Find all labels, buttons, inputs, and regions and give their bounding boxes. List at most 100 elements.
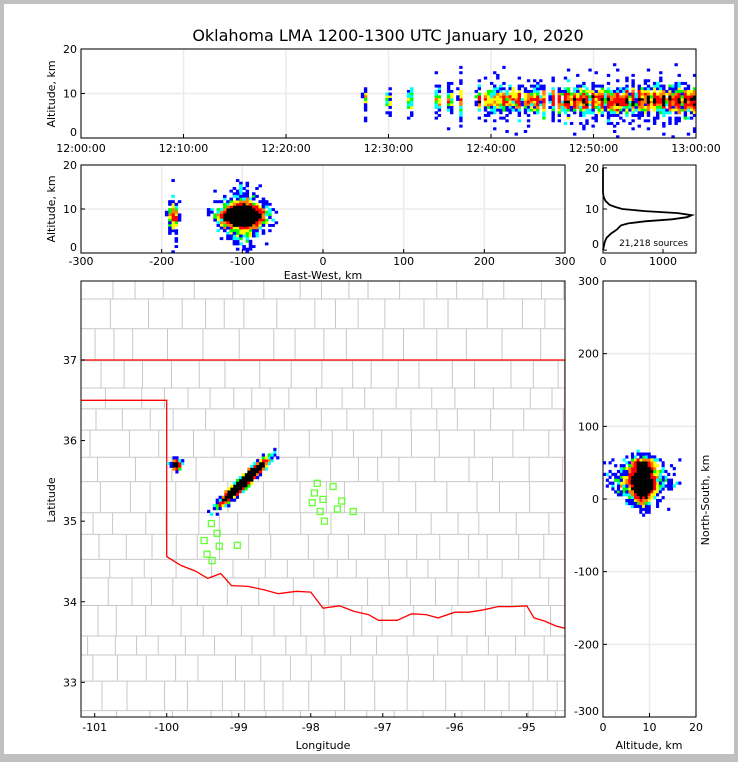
source-density-cell: [489, 92, 494, 96]
source-density-cell: [216, 221, 221, 225]
source-density-cell: [591, 108, 595, 112]
source-density-cell: [245, 181, 250, 185]
source-density-cell: [410, 89, 414, 93]
source-density-cell: [668, 100, 672, 104]
source-density-cell: [539, 97, 543, 101]
source-density-cell: [683, 87, 688, 91]
source-density-cell: [229, 197, 233, 201]
source-density-cell: [261, 197, 266, 201]
source-density-cell: [634, 108, 638, 112]
source-density-cell: [446, 97, 451, 101]
source-density-cell: [678, 481, 682, 485]
source-density-cell: [474, 95, 478, 99]
oklahoma-state-border: [81, 359, 565, 629]
source-density-cell: [459, 79, 463, 83]
source-density-cell: [168, 231, 172, 235]
source-density-cell: [258, 216, 262, 219]
source-density-cell: [526, 103, 531, 107]
source-density-cell: [625, 490, 629, 494]
source-density-cell: [644, 464, 648, 468]
source-density-cell: [168, 213, 172, 217]
figure: 12:00:00 12:10:00 12:20:00 12:30:00 12:40:00…: [4, 4, 734, 754]
source-density-cell: [363, 103, 368, 107]
source-density-cell: [642, 469, 646, 474]
source-density-cell: [264, 467, 268, 471]
source-density-cell: [631, 81, 635, 85]
source-density-cell: [659, 111, 663, 115]
source-density-cell: [242, 229, 246, 233]
x-tick-label: 300: [555, 255, 576, 268]
source-density-cell: [606, 95, 611, 99]
source-density-cell: [363, 87, 368, 91]
source-density-cell: [268, 213, 272, 217]
source-density-cell: [229, 218, 233, 222]
source-density-cell: [523, 89, 528, 93]
x-tick-label: -97: [374, 721, 392, 734]
source-density-cell: [609, 89, 614, 93]
source-density-cell: [656, 493, 660, 497]
source-density-cell: [633, 484, 637, 488]
source-density-cell: [689, 100, 694, 104]
source-density-cell: [235, 216, 240, 219]
source-density-cell: [612, 63, 617, 67]
source-density-cell: [493, 127, 497, 131]
source-density-cell: [643, 119, 648, 123]
y-tick-label: 36: [63, 435, 77, 448]
source-density-cell: [446, 103, 451, 107]
source-density-cell: [647, 467, 651, 471]
source-density-cell: [653, 487, 657, 491]
source-density-cell: [388, 111, 392, 115]
source-density-cell: [235, 247, 240, 251]
source-density-cell: [523, 105, 528, 109]
county-lines: [81, 281, 565, 717]
source-density-cell: [644, 478, 648, 482]
source-density-cell: [625, 76, 629, 80]
source-density-cell: [459, 65, 463, 69]
source-density-cell: [633, 472, 637, 477]
source-density-cell: [459, 113, 463, 117]
source-density-cell: [502, 97, 506, 101]
y-axis-label: Altitude, km: [45, 175, 58, 242]
source-density-cell: [579, 84, 583, 88]
source-density-cell: [633, 490, 637, 494]
source-density-cell: [611, 458, 615, 462]
source-density-cell: [591, 116, 595, 120]
source-density-cell: [227, 492, 231, 497]
source-density-cell: [642, 452, 646, 456]
source-density-cell: [557, 108, 561, 112]
source-density-cell: [252, 213, 256, 217]
source-density-cell: [606, 97, 611, 101]
source-density-cell: [174, 245, 179, 249]
source-density-cell: [631, 119, 635, 123]
source-density-cell: [253, 464, 257, 468]
source-density-cell: [250, 481, 254, 485]
source-density-cell: [612, 89, 617, 93]
source-density-cell: [533, 105, 537, 109]
source-density-cell: [675, 481, 679, 485]
source-density-cell: [619, 493, 623, 497]
source-density-cell: [634, 97, 638, 101]
source-density-cell: [539, 100, 543, 104]
source-density-cell: [628, 103, 632, 107]
source-density-cell: [255, 221, 259, 225]
source-density-cell: [360, 95, 365, 99]
source-density-cell: [563, 95, 568, 99]
source-density-cell: [268, 229, 272, 233]
source-density-cell: [523, 111, 528, 115]
source-density-cell: [646, 108, 651, 112]
source-density-cell: [493, 95, 497, 99]
source-density-cell: [591, 103, 595, 107]
source-density-cell: [662, 103, 666, 107]
source-density-cell: [434, 89, 438, 93]
source-density-cell: [508, 100, 512, 104]
source-density-cell: [171, 200, 175, 204]
ns-height-panel: [602, 280, 697, 718]
source-density-cell: [264, 205, 269, 209]
source-density-cell: [410, 100, 414, 104]
source-density-cell: [582, 111, 586, 115]
source-density-cell: [168, 216, 172, 219]
source-density-cell: [235, 231, 240, 235]
source-density-cell: [245, 250, 250, 254]
source-density-cell: [241, 478, 245, 482]
source-density-cell: [612, 100, 617, 104]
